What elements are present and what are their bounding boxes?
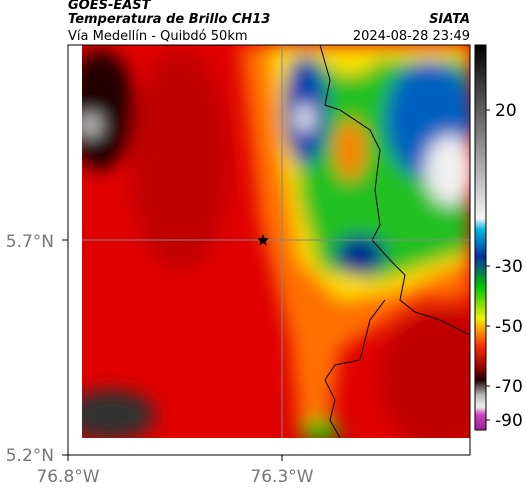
lon-label: 76.3°W [250, 467, 313, 487]
colorbar-ticks [486, 109, 490, 421]
title: Temperatura de Brillo CH13 [68, 12, 270, 27]
agency: GOES-EAST [68, 0, 152, 13]
lon-label: 76.8°W [36, 467, 99, 487]
location-star [257, 234, 269, 246]
subtitle: Vía Medellín - Quibdó 50km [68, 29, 248, 44]
colorbar-label: -70 [495, 377, 523, 397]
lat-label: 5.7°N [6, 232, 54, 252]
map-frame [67, 44, 471, 456]
datetime: 2024-08-28 23:49 [353, 29, 470, 44]
colorbar-label: -90 [495, 411, 523, 431]
colorbar [474, 44, 487, 431]
source: SIATA [429, 12, 470, 27]
colorbar-label: -50 [495, 317, 523, 337]
brightness-field [82, 45, 470, 438]
colorbar-label: -30 [495, 257, 523, 277]
lat-label: 5.2°N [6, 446, 54, 466]
colorbar-label: 20 [495, 101, 517, 121]
